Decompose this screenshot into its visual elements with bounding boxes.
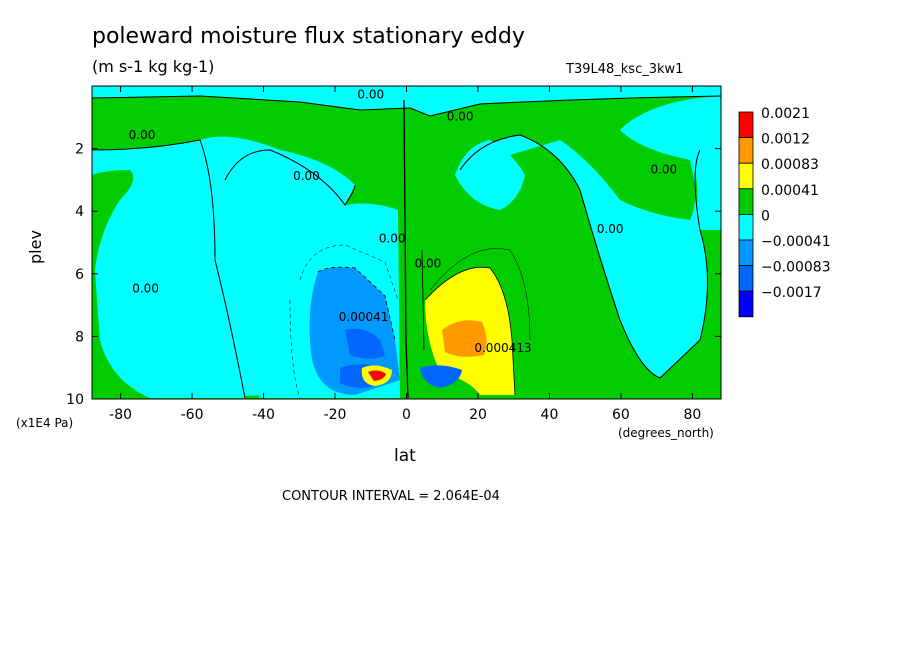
contour-label: 0.000413 — [474, 341, 531, 355]
legend-label: 0 — [761, 208, 770, 224]
y-tick-label: 4 — [75, 204, 84, 220]
legend-label: 0.00041 — [761, 183, 819, 199]
y-tick-label: 10 — [66, 392, 84, 408]
x-axis-label: lat — [394, 446, 416, 466]
contour-label: 0.00 — [415, 257, 442, 271]
contour-line — [92, 139, 246, 399]
x-tick-label: 0 — [402, 407, 411, 423]
contour-line — [459, 134, 708, 379]
color-legend: 0.0021 0.0012 0.00083 0.00041 0 −0.00041 −0.00… — [738, 106, 831, 318]
field-negative-strong — [345, 328, 385, 359]
y-axis-units: (x1E4 Pa) — [16, 416, 74, 430]
contour-label: 0.00 — [447, 109, 474, 123]
legend-swatch — [738, 162, 754, 190]
legend-label: −0.00041 — [761, 234, 831, 250]
legend-label: −0.0017 — [761, 285, 822, 301]
field-positive-max — [368, 370, 386, 381]
contour-line — [224, 149, 356, 206]
y-tick-label: 2 — [75, 142, 84, 158]
y-axis: 2 4 6 8 10 — [66, 142, 721, 408]
contour-line — [421, 249, 425, 351]
field-right-negative-3 — [620, 96, 721, 230]
x-axis: -80 -60 -40 -20 0 20 40 60 80 — [109, 86, 701, 423]
contour-label: 0.00 — [379, 232, 406, 246]
chart-title: poleward moisture flux stationary eddy — [92, 24, 525, 49]
chart-units: (m s-1 kg kg-1) — [92, 57, 215, 76]
field-left-negative-2 — [92, 140, 245, 398]
contour-label: 0.00 — [293, 169, 320, 183]
x-tick-label: 40 — [541, 407, 559, 423]
legend-label: 0.00083 — [761, 157, 819, 173]
field-top-negative — [92, 86, 721, 116]
contour-line — [92, 95, 721, 117]
field-right-negative — [460, 96, 721, 378]
legend-label: 0.0021 — [761, 106, 810, 122]
x-tick-label: 80 — [683, 407, 701, 423]
x-tick-label: 20 — [469, 407, 487, 423]
contour-line — [424, 266, 516, 396]
y-tick-label: 8 — [75, 329, 84, 345]
field-negative-strong-3 — [420, 365, 462, 388]
contour-interval: CONTOUR INTERVAL = 2.064E-04 — [282, 489, 500, 504]
contour-line — [289, 299, 301, 399]
x-tick-label: 60 — [612, 407, 630, 423]
legend-swatch — [738, 290, 754, 318]
y-tick-label: 6 — [75, 267, 84, 283]
legend-label: −0.00083 — [761, 260, 831, 276]
x-tick-label: -40 — [252, 407, 275, 423]
legend-swatch — [738, 111, 754, 139]
contour-labels: 0.00 0.00 0.00 0.00 0.00 0.00 0.00 0.00 0.00 0.00… — [129, 88, 678, 356]
run-label: T39L48_ksc_3kw1 — [566, 62, 684, 77]
contour-label: 0.00 — [357, 88, 384, 102]
x-tick-label: -60 — [181, 407, 204, 423]
field-positive-strong — [442, 320, 487, 357]
field-right-negative-2 — [455, 140, 525, 210]
equator-line — [403, 99, 409, 399]
contour-label: 0.00 — [132, 282, 159, 296]
legend-label: 0.0012 — [761, 132, 810, 148]
legend-swatch — [738, 137, 754, 164]
legend-swatch — [738, 239, 754, 267]
x-tick-label: -80 — [109, 407, 132, 423]
contour-label: 0.00 — [597, 222, 624, 236]
contour-line — [299, 244, 399, 301]
legend-swatch — [738, 213, 754, 241]
contour-line — [429, 248, 531, 341]
x-axis-units: (degrees_north) — [618, 426, 714, 440]
contour-label: 0.00041 — [339, 310, 389, 324]
contour-label: 0.00 — [650, 163, 677, 177]
filled-contours — [92, 86, 721, 399]
legend-swatch — [738, 265, 754, 292]
x-tick-label: -20 — [324, 407, 347, 423]
contour-label: 0.00 — [129, 128, 156, 142]
contour-line — [317, 266, 396, 341]
legend-swatch — [738, 188, 754, 215]
